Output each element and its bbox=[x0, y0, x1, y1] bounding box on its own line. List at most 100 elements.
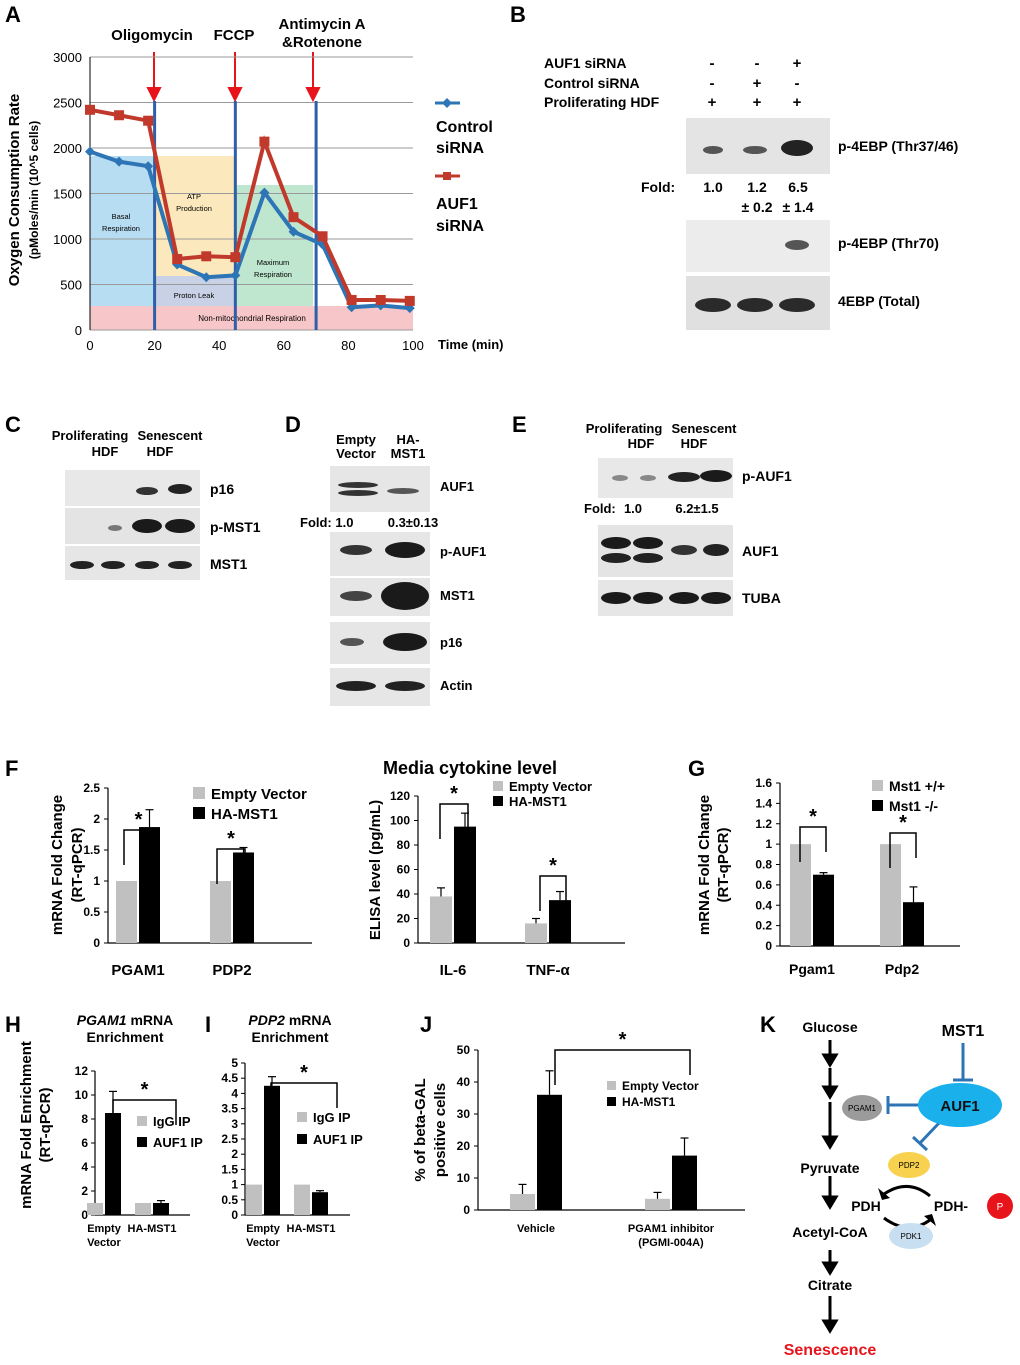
bar bbox=[135, 1203, 151, 1215]
band bbox=[136, 487, 158, 495]
data-point bbox=[201, 272, 212, 283]
significance-bracket bbox=[889, 832, 917, 868]
blot-label: p16 bbox=[440, 635, 462, 650]
max-label-2: Respiration bbox=[254, 270, 292, 279]
y-tick-label: 50 bbox=[457, 1043, 471, 1057]
pathway-citrate: Citrate bbox=[808, 1277, 853, 1293]
pathway-senescence: Senescence bbox=[784, 1342, 877, 1359]
x-tick-label: 40 bbox=[212, 338, 226, 353]
legend-swatch bbox=[297, 1112, 307, 1122]
sign: - bbox=[710, 75, 715, 92]
blot-label: p-AUF1 bbox=[440, 544, 486, 559]
y-tick-label: 1 bbox=[765, 837, 772, 851]
y-tick-label: 1.6 bbox=[755, 776, 772, 790]
y-axis-label: (RT-qPCR) bbox=[69, 828, 86, 903]
fold-value: 1.2 bbox=[747, 179, 767, 195]
band bbox=[737, 298, 773, 312]
col-label: MST1 bbox=[391, 446, 426, 461]
category-label: PGAM1 inhibitor bbox=[628, 1223, 715, 1235]
legend-label: AUF1 IP bbox=[153, 1135, 203, 1150]
chart-title: Media cytokine level bbox=[383, 758, 557, 778]
category-label: Vehicle bbox=[517, 1223, 555, 1235]
arrowhead bbox=[878, 1188, 890, 1200]
series-line-0 bbox=[89, 149, 410, 311]
data-point bbox=[143, 115, 154, 126]
fold-label: Fold: 1.0 bbox=[300, 515, 353, 530]
category-label: HA-MST1 bbox=[128, 1223, 177, 1235]
legend-swatch bbox=[872, 780, 883, 791]
panel-letter-j: J bbox=[420, 1012, 432, 1037]
ylabel: Oxygen Consumption Rate bbox=[6, 94, 23, 287]
band bbox=[779, 298, 815, 312]
band bbox=[340, 545, 372, 555]
y-tick-label: 0 bbox=[81, 1208, 88, 1222]
category-label: PDP2 bbox=[212, 962, 251, 979]
y-tick-label: 0 bbox=[75, 323, 82, 338]
bar-chart-j: 0 10 20 30 40 50 % of beta-GAL positive cells Ve… bbox=[412, 1029, 745, 1249]
bar bbox=[210, 881, 231, 943]
bar bbox=[153, 1203, 169, 1215]
bar-chart-g: 0 0.2 0.4 0.6 0.8 1 1.2 1.4 1.6 mRNA Fold Change(… bbox=[696, 776, 960, 977]
y-tick-label: 30 bbox=[457, 1107, 471, 1121]
y-tick-label: 1.5 bbox=[221, 1162, 238, 1176]
bar bbox=[880, 844, 901, 946]
col-label: Senescent bbox=[137, 428, 203, 443]
data-point bbox=[346, 294, 357, 305]
chart-title-rest: mRNA bbox=[127, 1012, 174, 1028]
panel-k: K Glucose Pyruvate Acetyl-CoA Citrate Se… bbox=[760, 1012, 1013, 1359]
y-axis-label: mRNA Fold Change bbox=[49, 795, 66, 935]
bar bbox=[525, 923, 547, 943]
col-label: Senescent bbox=[671, 421, 737, 436]
row-label: AUF1 siRNA bbox=[544, 55, 626, 71]
node-pdp2: PDP2 bbox=[899, 1161, 920, 1170]
y-tick-label: 2500 bbox=[53, 96, 82, 111]
category-label: Pdp2 bbox=[885, 961, 919, 977]
y-tick-label: 40 bbox=[397, 887, 411, 901]
node-auf1: AUF1 bbox=[940, 1098, 979, 1115]
legend-label: Empty Vector bbox=[211, 786, 307, 803]
max-label-1: Maximum bbox=[257, 258, 290, 267]
legend-auf1-2: siRNA bbox=[436, 218, 484, 235]
y-tick-label: 0.6 bbox=[755, 878, 772, 892]
panel-letter: C bbox=[5, 412, 21, 437]
legend-swatch bbox=[493, 781, 503, 791]
node-mst1: MST1 bbox=[942, 1023, 985, 1040]
data-point bbox=[114, 110, 125, 121]
data-point bbox=[143, 161, 154, 172]
band bbox=[132, 519, 162, 533]
bar bbox=[510, 1194, 535, 1210]
node-pdp2-shape bbox=[888, 1152, 930, 1178]
y-tick-label: 12 bbox=[75, 1064, 89, 1078]
band bbox=[701, 592, 731, 604]
ocr-plot: 0 500 1000 1500 2000 2500 3000 0 20 40 60 80 100 bbox=[53, 50, 424, 353]
x-tick-label: 80 bbox=[341, 338, 355, 353]
legend-swatch bbox=[193, 807, 205, 819]
data-point bbox=[230, 252, 241, 263]
y-tick-label: 2 bbox=[81, 1184, 88, 1198]
fold-value: 1.0 bbox=[624, 501, 642, 516]
y-tick-label: 20 bbox=[397, 912, 411, 926]
significance-star: * bbox=[549, 855, 557, 877]
y-tick-label: 4.5 bbox=[221, 1071, 238, 1085]
category-label: Empty bbox=[246, 1223, 281, 1235]
y-axis-label: mRNA Fold Change bbox=[696, 795, 713, 935]
band bbox=[781, 140, 813, 156]
category-sublabel: (PGMI-004A) bbox=[638, 1237, 704, 1249]
basal-label-2: Respiration bbox=[102, 224, 140, 233]
data-point bbox=[375, 294, 386, 305]
inhibition-arrows bbox=[886, 1043, 973, 1152]
y-tick-label: 5 bbox=[231, 1056, 238, 1070]
sign-grid: - - + - + - + + + bbox=[708, 55, 802, 111]
blot-label: p-MST1 bbox=[210, 519, 261, 535]
chart-title-line2: Enrichment bbox=[251, 1029, 328, 1045]
data-point bbox=[288, 212, 299, 223]
significance-star: * bbox=[227, 828, 235, 850]
x-tick-label: 60 bbox=[277, 338, 291, 353]
basal-region bbox=[90, 156, 153, 306]
category-label: PGAM1 bbox=[111, 962, 164, 979]
band bbox=[612, 475, 628, 481]
chart-title-rest: mRNA bbox=[285, 1012, 332, 1028]
band bbox=[168, 561, 192, 569]
significance-bracket bbox=[123, 829, 154, 865]
